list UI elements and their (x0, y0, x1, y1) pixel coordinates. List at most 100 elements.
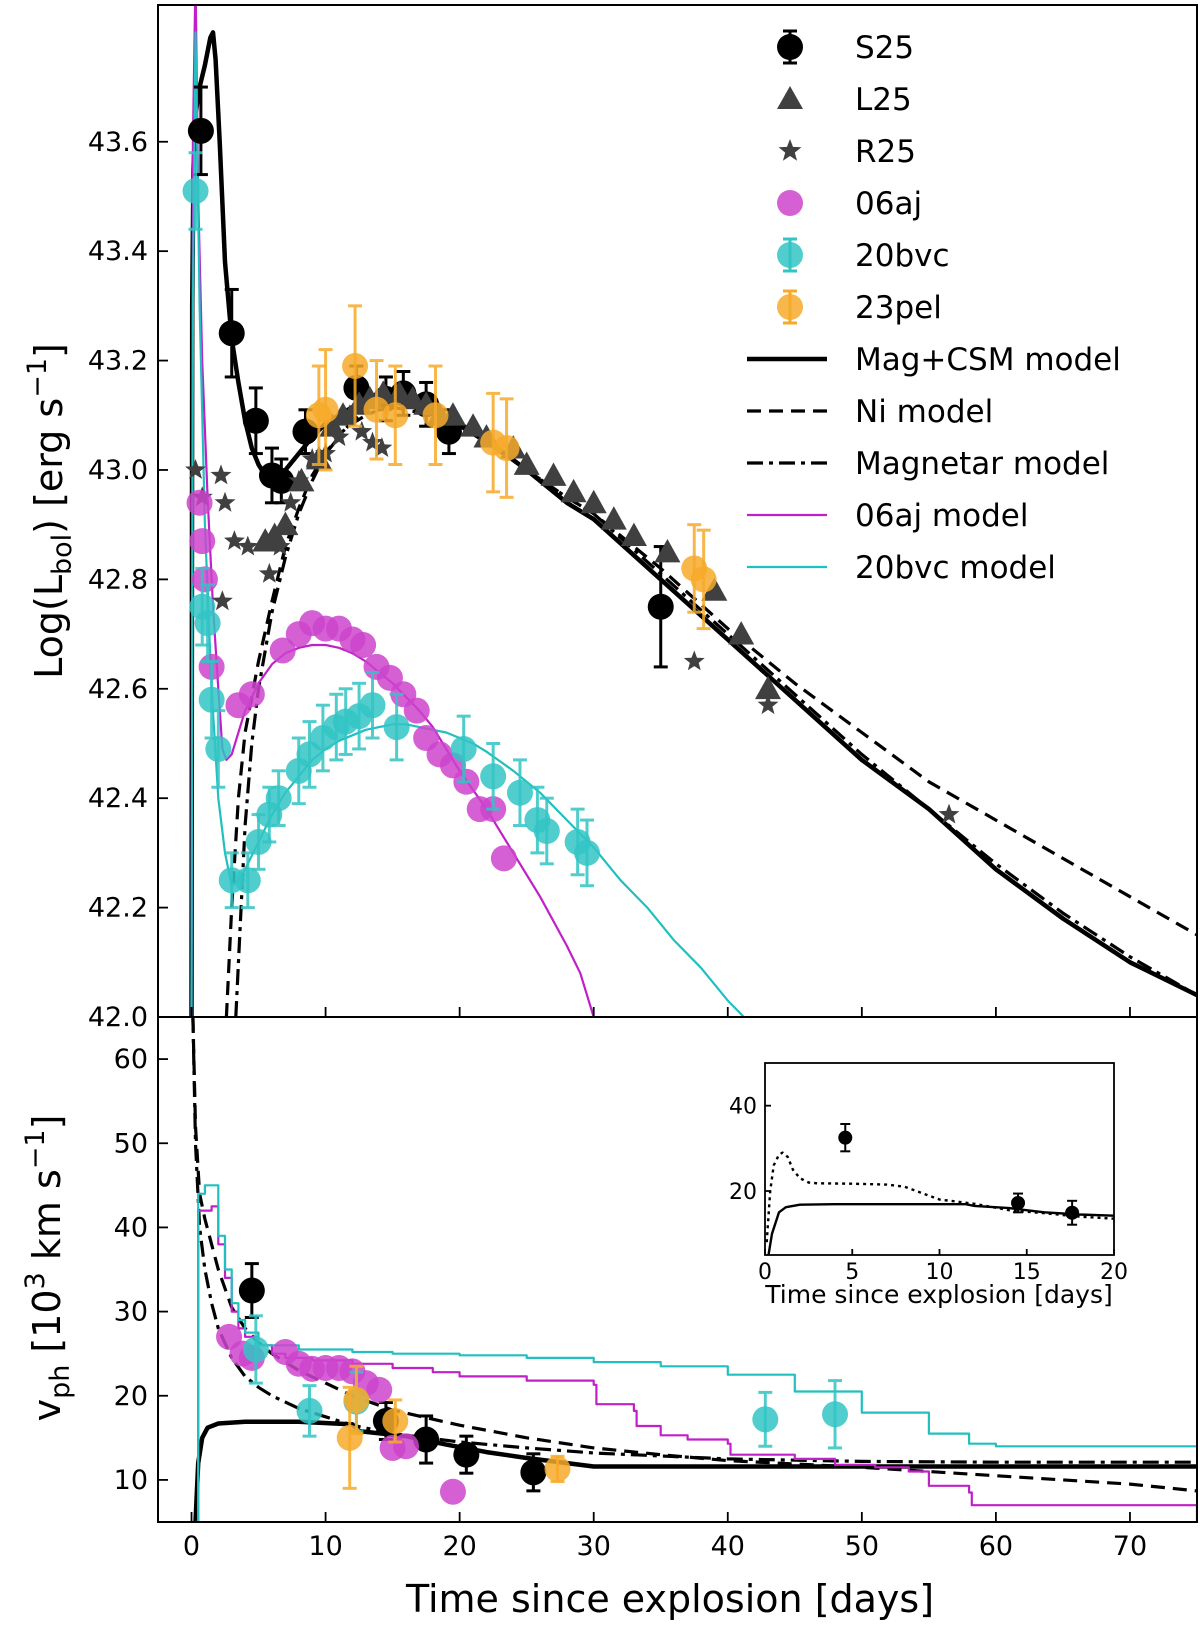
top-r25-point (301, 448, 323, 468)
bottom-x-tick-label: 70 (1113, 1531, 1147, 1562)
top-s25-point (187, 117, 214, 144)
top-20bvc-point (205, 735, 232, 762)
inset-s25-point (838, 1130, 853, 1145)
legend-label: 20bvc (855, 238, 950, 274)
top-y-tick-label: 43.0 (88, 455, 148, 486)
top-06aj-point (238, 681, 265, 708)
top-curve-ni-model (224, 405, 1197, 1017)
legend-entry-23pel: 23pel (777, 289, 942, 326)
inset-x-tick-label: 5 (845, 1260, 859, 1285)
top-y-tick-label: 42.4 (88, 783, 148, 814)
bottom-points (216, 1262, 849, 1505)
legend-entry-l25: L25 (777, 82, 912, 118)
bottom-x-tick-label: 60 (979, 1531, 1013, 1562)
bottom-y-tick-label: 50 (114, 1128, 148, 1159)
top-06aj-point (191, 566, 218, 593)
top-20bvc-point (234, 867, 261, 894)
top-plot-frame (157, 4, 1198, 1018)
bottom-y-tick-label: 40 (114, 1212, 148, 1243)
inset-x-tick-label: 10 (926, 1260, 954, 1285)
bottom-20bvc-point (822, 1401, 849, 1428)
top-20bvc-point (383, 714, 410, 741)
top-l25-point (580, 489, 607, 514)
bottom-y-tick-label: 30 (114, 1297, 148, 1328)
legend-label: R25 (855, 134, 916, 170)
bottom-curve-20bvc-model (195, 1184, 1197, 1522)
top-s25-point (268, 467, 295, 494)
legend-label: Magnetar model (855, 446, 1109, 482)
top-20bvc-point (265, 785, 292, 812)
legend-entry-06aj: 06aj (777, 186, 922, 222)
top-l25-point (460, 413, 487, 437)
legend-label: L25 (855, 82, 912, 118)
legend-entry-20bvc: 20bvc (777, 237, 950, 274)
legend-label: S25 (855, 30, 914, 66)
inset-points (838, 1123, 1080, 1226)
top-06aj-point (350, 632, 377, 659)
inset-x-tick-label: 20 (1100, 1260, 1128, 1285)
top-r25-point (351, 420, 373, 441)
top-23pel-point (690, 566, 717, 593)
bottom-s25-point (453, 1441, 480, 1468)
top-axes: 42.0 42.2 42.4 42.6 42.8 43.0 43.2 43.4 43.6 (88, 127, 1131, 1033)
inset-x-tick-label: 15 (1013, 1260, 1041, 1285)
top-20bvc-point (533, 818, 560, 845)
legend-marker (777, 242, 803, 268)
top-20bvc-point (359, 692, 386, 719)
legend-entry-r25: R25 (778, 134, 916, 170)
top-y-tick-label: 42.0 (88, 1002, 148, 1033)
top-l25-point (654, 539, 681, 563)
top-06aj-point (269, 637, 296, 664)
bottom-20bvc-point (752, 1406, 779, 1433)
bottom-20bvc-point (242, 1336, 269, 1363)
bottom-s25-point (413, 1426, 440, 1453)
top-r25-point (211, 590, 233, 611)
legend-entry-06aj-model: 06aj model (747, 498, 1028, 534)
top-r25-point (280, 491, 302, 512)
top-s25-point (218, 320, 245, 347)
bottom-curve-ni-model (191, 1017, 1197, 1493)
bottom-20bvc-point (296, 1397, 323, 1424)
top-l25-point (701, 577, 728, 601)
top-20bvc-point (245, 828, 272, 855)
x-axis-label: Time since explosion [days] (405, 1577, 934, 1621)
legend-marker (777, 190, 803, 216)
bottom-y-tick-label: 20 (114, 1381, 148, 1412)
top-y-axis-label: Log(Lbol) [erg s−1] (22, 343, 78, 679)
bottom-x-tick-label: 50 (845, 1531, 879, 1562)
bottom-x-tick-label: 40 (711, 1531, 745, 1562)
legend-entry-s25: S25 (777, 29, 914, 66)
top-curve-06aj-model (190, 5, 595, 1017)
top-l25-point (600, 506, 627, 530)
top-l25-point (513, 451, 540, 475)
top-23pel-point (493, 435, 520, 462)
legend-marker (777, 34, 803, 60)
legend-marker (778, 139, 802, 161)
inset-y-tick-label: 40 (729, 1095, 757, 1120)
top-20bvc-point (182, 177, 209, 204)
top-curves (189, 5, 1197, 1017)
top-l25-point (620, 522, 647, 547)
bottom-23pel-point (336, 1424, 363, 1451)
top-l25-point (540, 462, 567, 486)
top-r25-point (371, 437, 393, 457)
top-panel: 42.0 42.2 42.4 42.6 42.8 43.0 43.2 43.4 43.6 Log… (22, 4, 1198, 1033)
top-20bvc-point (506, 779, 533, 806)
legend-label: 20bvc model (855, 550, 1056, 586)
legend: S25 L25 R25 06aj 20bvc 23pel Mag+CSM model Ni m… (747, 29, 1121, 586)
top-r25-point (288, 469, 310, 490)
top-06aj-point (403, 697, 430, 724)
top-s25-point (647, 593, 674, 620)
top-r25-point (339, 404, 361, 425)
top-06aj-point (490, 845, 517, 872)
legend-label: Mag+CSM model (855, 342, 1121, 378)
top-r25-point (224, 530, 245, 550)
bottom-23pel-point (544, 1455, 571, 1482)
legend-entry-ni-model: Ni model (747, 394, 993, 430)
top-r25-point (938, 803, 960, 824)
bottom-x-tick-label: 10 (308, 1531, 342, 1562)
inset-x-axis-label: Time since explosion [days] (764, 1280, 1112, 1309)
top-06aj-point (186, 489, 213, 516)
top-r25-point (757, 694, 779, 715)
